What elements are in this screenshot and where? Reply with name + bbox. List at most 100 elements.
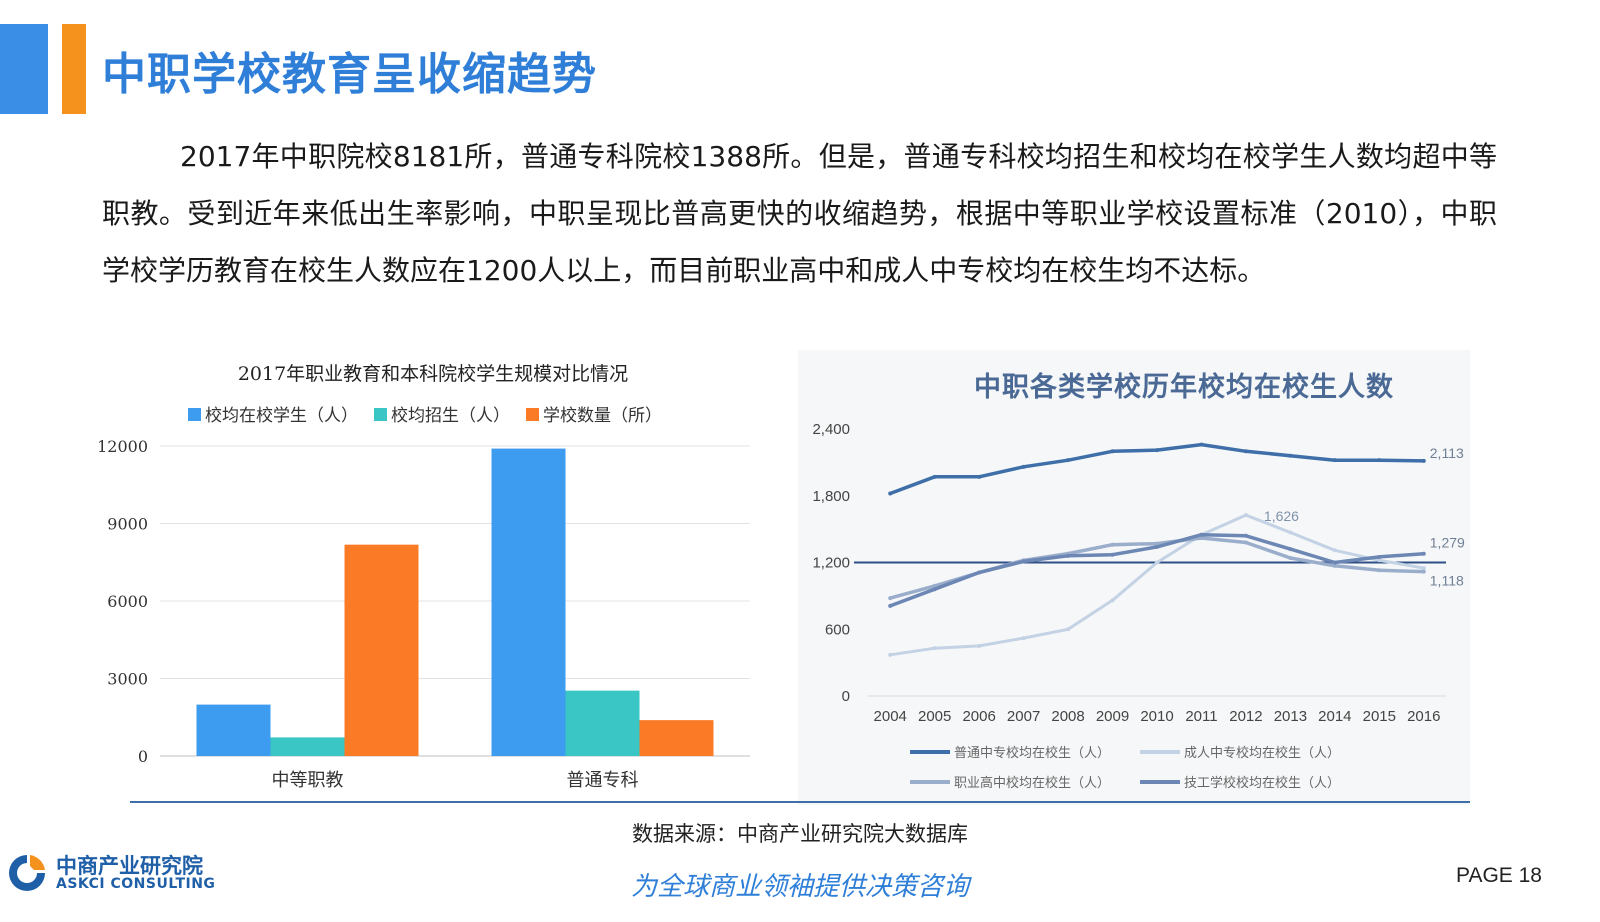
series-point-3 <box>1421 551 1426 556</box>
divider-line <box>130 801 1470 803</box>
x-category-label: 中等职教 <box>272 770 344 791</box>
series-point-0 <box>1155 448 1159 453</box>
series-point-2 <box>888 596 893 601</box>
line-chart-svg: 中职各类学校历年校均在校生人数 0 600 1,200 1,800 2,400 2004 20… <box>812 371 1465 790</box>
y-tick-label: 2,400 <box>812 421 850 438</box>
y-tick-label: 600 <box>825 621 850 638</box>
x-tick-label: 2008 <box>1051 708 1084 725</box>
end-label-2: 1,118 <box>1430 573 1464 589</box>
series-point-2 <box>1377 568 1382 573</box>
series-point-0 <box>1288 453 1293 458</box>
series-point-3 <box>1110 552 1115 557</box>
series-point-0 <box>977 474 982 479</box>
logo-icon <box>9 855 45 891</box>
bar-0-0 <box>196 704 271 756</box>
x-tick-label: 2011 <box>1185 708 1217 725</box>
x-tick-label: 2007 <box>1007 708 1040 725</box>
line-chart: 中职各类学校历年校均在校生人数 0 600 1,200 1,800 2,400 2004 20… <box>798 350 1470 805</box>
legend-label-2: 学校数量（所） <box>543 406 662 426</box>
series-point-1 <box>1021 636 1026 641</box>
y-tick-label: 1,800 <box>812 488 850 505</box>
page-number: PAGE 18 <box>1456 864 1542 887</box>
series-point-3 <box>1243 533 1248 538</box>
series-point-0 <box>1021 464 1026 469</box>
title-accent-blue <box>0 24 48 114</box>
series-point-0 <box>1332 458 1337 463</box>
legend-label-0: 普通中专校均在校生（人） <box>954 745 1110 760</box>
series-point-0 <box>1421 458 1426 463</box>
series-point-1 <box>888 652 893 657</box>
y-tick-label: 12000 <box>97 437 148 456</box>
legend-label-0: 校均在校学生（人） <box>205 406 358 426</box>
series-point-0 <box>1066 458 1071 463</box>
y-tick-label: 1,200 <box>812 555 850 572</box>
data-source: 数据来源：中商产业研究院大数据库 <box>632 822 968 846</box>
series-point-3 <box>1066 553 1071 558</box>
x-tick-label: 2016 <box>1407 708 1440 725</box>
bar-2-1 <box>639 720 714 756</box>
series-point-1 <box>1243 513 1248 518</box>
title-accent-orange <box>62 24 86 114</box>
series-point-1 <box>1155 560 1159 565</box>
x-tick-label: 2014 <box>1318 708 1351 725</box>
series-point-0 <box>1110 449 1115 454</box>
company-logo: 中商产业研究院 ASKCI CONSULTING <box>6 848 226 898</box>
series-point-1 <box>1332 548 1337 553</box>
series-point-3 <box>1288 547 1293 552</box>
peak-label: 1,626 <box>1264 508 1299 524</box>
intro-paragraph: 2017年中职院校8181所，普通专科院校1388所。但是，普通专科校均招生和校… <box>102 140 1497 287</box>
series-point-3 <box>1332 560 1337 565</box>
series-point-3 <box>888 603 893 608</box>
legend-swatch-0 <box>188 408 201 421</box>
x-tick-label: 2015 <box>1363 708 1396 725</box>
chart-title: 2017年职业教育和本科院校学生规模对比情况 <box>238 363 628 385</box>
series-point-1 <box>1288 530 1293 535</box>
y-tick-label: 6000 <box>107 592 148 611</box>
legend-swatch-1 <box>374 408 387 421</box>
series-line-1 <box>889 513 1425 657</box>
series-point-0 <box>1199 442 1204 447</box>
y-tick-label: 3000 <box>107 670 148 689</box>
series-point-3 <box>1155 544 1159 549</box>
x-tick-label: 2013 <box>1274 708 1307 725</box>
series-point-3 <box>1021 559 1026 564</box>
series-point-1 <box>1421 566 1426 571</box>
series-point-0 <box>1377 458 1382 463</box>
logo-text-en: ASKCI CONSULTING <box>56 876 216 892</box>
chart-title: 中职各类学校历年校均在校生人数 <box>974 371 1394 402</box>
bar-0-1 <box>491 448 566 756</box>
legend-swatch-2 <box>526 408 539 421</box>
series-point-1 <box>1377 558 1382 563</box>
legend-label-2: 职业高中校均在校生（人） <box>954 775 1110 790</box>
series-point-0 <box>888 491 893 496</box>
x-category-label: 普通专科 <box>567 770 639 791</box>
x-tick-label: 2009 <box>1096 708 1129 725</box>
series-point-2 <box>932 583 937 588</box>
series-point-3 <box>977 570 982 575</box>
y-tick-label: 0 <box>842 688 850 705</box>
series-point-2 <box>1332 563 1337 568</box>
series-point-0 <box>932 474 937 479</box>
page-title: 中职学校教育呈收缩趋势 <box>102 49 597 100</box>
y-tick-label: 9000 <box>107 515 148 534</box>
legend-label-1: 成人中专校均在校生（人） <box>1184 745 1340 760</box>
series-point-2 <box>1155 541 1159 546</box>
series-point-0 <box>1243 449 1248 454</box>
logo-text-cn: 中商产业研究院 <box>56 854 203 878</box>
slogan: 为全球商业领袖提供决策咨询 <box>630 872 969 902</box>
bar-1-1 <box>565 690 640 756</box>
series-point-2 <box>1288 556 1293 561</box>
bar-2-0 <box>344 544 419 756</box>
series-point-3 <box>1377 554 1382 559</box>
series-point-1 <box>1066 627 1071 632</box>
y-tick-label: 0 <box>138 747 148 766</box>
series-point-2 <box>1243 540 1248 545</box>
x-tick-label: 2012 <box>1229 708 1262 725</box>
series-point-2 <box>1199 536 1204 541</box>
series-point-1 <box>1110 598 1115 603</box>
series-point-1 <box>977 643 982 648</box>
series-point-2 <box>1110 542 1115 547</box>
series-point-3 <box>932 587 937 592</box>
legend-label-1: 校均招生（人） <box>391 406 510 426</box>
